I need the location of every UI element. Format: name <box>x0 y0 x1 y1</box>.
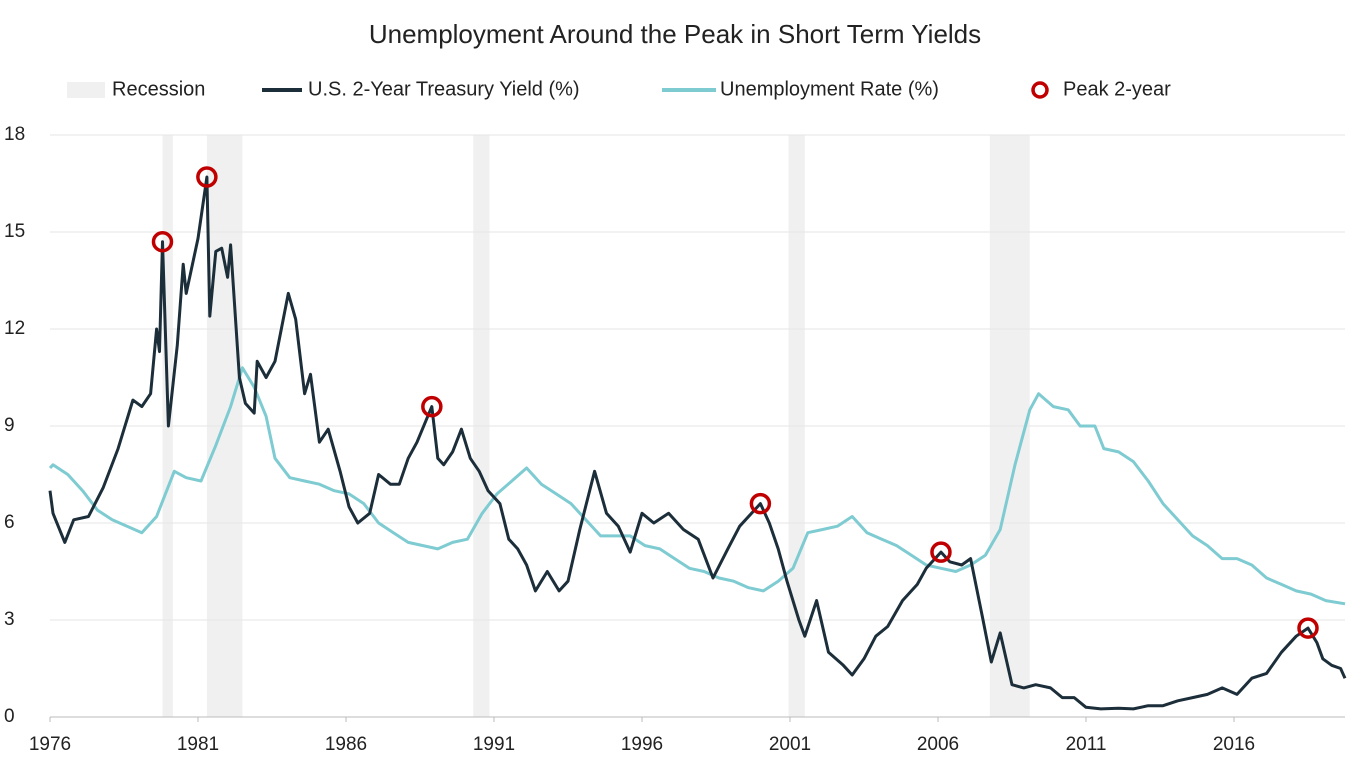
peak-marker <box>421 395 443 418</box>
y-tick-label: 15 <box>4 221 25 242</box>
legend: Recession U.S. 2-Year Treasury Yield (%)… <box>67 78 1171 100</box>
x-tick-label: 2016 <box>1213 734 1255 755</box>
x-tick-label: 2011 <box>1066 734 1107 755</box>
peak-marker <box>930 541 952 563</box>
legend-swatch <box>67 82 105 98</box>
y-tick-label: 3 <box>4 609 15 630</box>
x-tick-label: 1981 <box>177 734 219 755</box>
y-tick-label: 12 <box>4 318 25 339</box>
peak-marker <box>196 166 218 188</box>
x-tick-label: 2001 <box>769 734 811 755</box>
peak-marker <box>749 492 772 515</box>
x-tick-label: 1991 <box>473 734 515 755</box>
x-tick-label: 1986 <box>325 734 367 755</box>
x-tick-label: 2006 <box>917 734 959 755</box>
y-tick-label: 0 <box>4 706 15 727</box>
x-tick-label: 1976 <box>29 734 71 755</box>
legend-label: Unemployment Rate (%) <box>720 78 939 100</box>
legend-label: Recession <box>112 78 205 100</box>
legend-label: U.S. 2-Year Treasury Yield (%) <box>308 78 580 100</box>
chart-title: Unemployment Around the Peak in Short Te… <box>369 19 981 49</box>
legend-label: Peak 2-year <box>1063 78 1171 100</box>
peak-marker <box>1297 617 1319 639</box>
x-tick-label: 1996 <box>621 734 663 755</box>
y-tick-label: 6 <box>4 512 15 533</box>
y-tick-label: 9 <box>4 415 15 436</box>
y-tick-label: 18 <box>4 124 25 145</box>
line-series <box>48 366 1346 606</box>
line-series <box>48 175 1347 711</box>
peak-marker <box>151 230 174 253</box>
legend-swatch <box>1031 81 1049 99</box>
